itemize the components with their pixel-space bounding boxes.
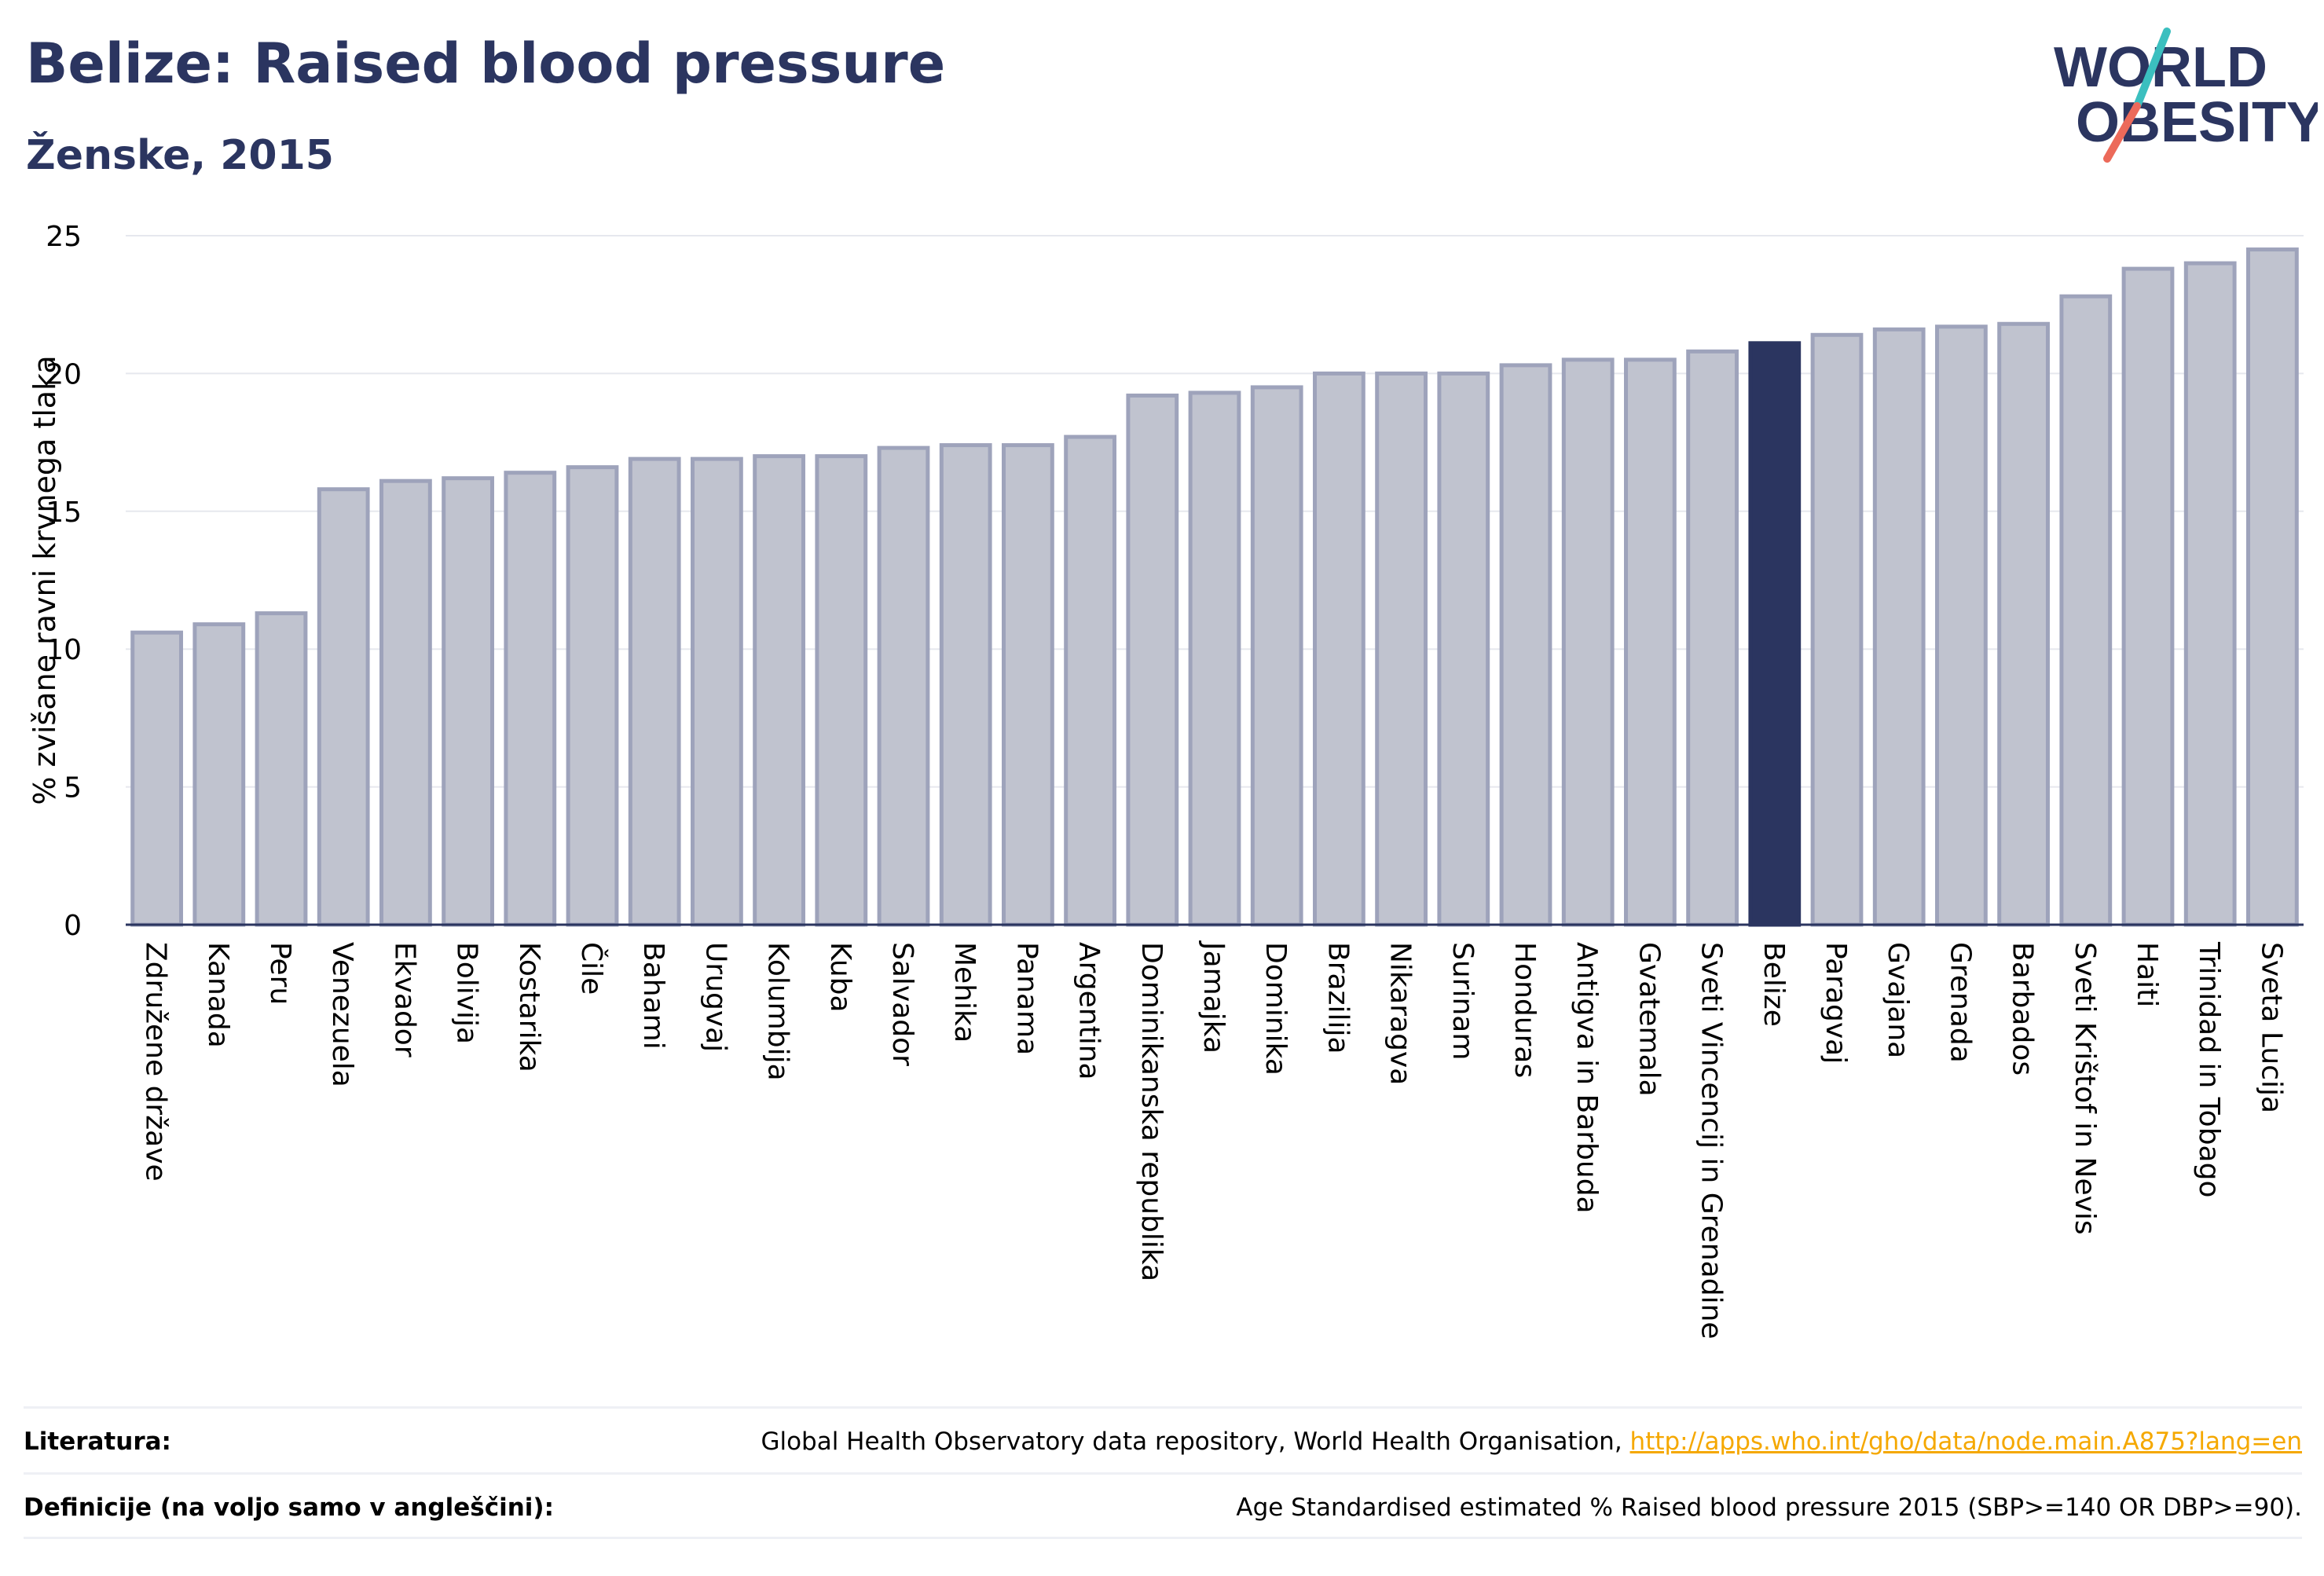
bar bbox=[1375, 371, 1428, 927]
bar bbox=[1126, 393, 1179, 927]
x-tick-label: Brazilija bbox=[1321, 942, 1354, 1054]
bar bbox=[877, 445, 930, 927]
footer-sources-link[interactable]: http://apps.who.int/gho/data/node.main.A… bbox=[1629, 1428, 2302, 1456]
footer-sources-label: Literatura: bbox=[24, 1428, 171, 1456]
footer-definitions-label: Definicije (na voljo samo v angleščini): bbox=[24, 1494, 554, 1522]
footer-definitions-text: Age Standardised estimated % Raised bloo… bbox=[1236, 1494, 2302, 1522]
bar bbox=[255, 611, 308, 927]
x-tick-label: Trinidad in Tobago bbox=[2193, 941, 2225, 1197]
x-tick-label: Antigva in Barbuda bbox=[1571, 942, 1603, 1214]
bar bbox=[1437, 371, 1490, 927]
bar bbox=[2246, 247, 2299, 927]
chart-title: Belize: Raised blood pressure bbox=[26, 31, 946, 96]
bar bbox=[1997, 321, 2050, 927]
bar bbox=[379, 478, 432, 927]
y-tick-label: 0 bbox=[64, 910, 82, 942]
y-tick-label: 15 bbox=[46, 497, 82, 529]
bar bbox=[1872, 327, 1926, 927]
bar bbox=[1002, 443, 1054, 927]
footer-sources-row: Literatura: Global Health Observatory da… bbox=[24, 1411, 2302, 1472]
x-tick-label: Kanada bbox=[202, 942, 234, 1048]
x-tick-label: Dominika bbox=[1259, 942, 1292, 1076]
bar bbox=[1250, 385, 1303, 927]
x-tick-label: Jamajka bbox=[1197, 940, 1230, 1054]
y-tick-label: 5 bbox=[64, 772, 82, 804]
x-tick-label: Gvatemala bbox=[1633, 942, 1665, 1097]
x-tick-label: Združene države bbox=[140, 942, 172, 1182]
x-tick-label: Argentina bbox=[1073, 942, 1105, 1080]
bar bbox=[939, 443, 992, 927]
x-tick-label: Bahami bbox=[637, 942, 669, 1050]
bars bbox=[130, 247, 2299, 927]
x-tick-label: Surinam bbox=[1446, 942, 1479, 1060]
bar bbox=[1686, 349, 1739, 927]
x-tick-label: Gvajana bbox=[1882, 942, 1914, 1058]
x-tick-label: Haiti bbox=[2131, 942, 2163, 1007]
y-tick-label: 25 bbox=[46, 221, 82, 253]
x-tick-label: Peru bbox=[264, 942, 296, 1005]
bar-highlight bbox=[1748, 341, 1802, 927]
bar bbox=[1561, 357, 1615, 927]
bar bbox=[442, 476, 494, 927]
x-tick-label: Kuba bbox=[824, 942, 856, 1013]
bar bbox=[628, 456, 681, 927]
y-tick-label: 20 bbox=[46, 358, 82, 390]
bar bbox=[2183, 261, 2237, 927]
x-tick-label: Paragvaj bbox=[1820, 942, 1852, 1064]
x-tick-label: Ekvador bbox=[388, 942, 420, 1057]
bar bbox=[691, 456, 743, 927]
x-tick-label: Belize bbox=[1758, 942, 1790, 1027]
footer-divider-middle bbox=[24, 1472, 2302, 1475]
x-tick-label: Urugvaj bbox=[699, 942, 731, 1052]
y-axis-title: % zvišane ravni krvnega tlaka bbox=[27, 355, 62, 804]
footer-divider-top bbox=[24, 1406, 2302, 1409]
footer-sources-value: Global Health Observatory data repositor… bbox=[761, 1428, 2302, 1456]
x-tick-label: Honduras bbox=[1508, 942, 1541, 1078]
bar bbox=[753, 454, 805, 927]
bar bbox=[130, 630, 183, 927]
bar-chart: 0 5 10 15 20 25 Združene države Kanada Peru Vene… bbox=[27, 221, 2304, 1340]
x-tick-label: Mehika bbox=[948, 942, 981, 1043]
footer-divider-bottom bbox=[24, 1537, 2302, 1539]
x-tick-label: Kostarika bbox=[513, 942, 545, 1072]
bar bbox=[1935, 324, 1988, 927]
x-tick-label: Salvador bbox=[886, 942, 918, 1066]
x-axis-tick-labels: Združene države Kanada Peru Venezuela Ekvado… bbox=[140, 940, 2288, 1340]
x-tick-label: Sveti Vincencij in Grenadine bbox=[1695, 942, 1728, 1340]
bar bbox=[1313, 371, 1365, 927]
x-tick-label: Nikaragva bbox=[1384, 942, 1417, 1085]
world-obesity-logo: WORLD OBESITY bbox=[2054, 27, 2318, 163]
bar bbox=[2059, 294, 2113, 927]
x-tick-label: Barbados bbox=[2007, 942, 2039, 1076]
x-tick-label: Sveti Krištof in Nevis bbox=[2069, 942, 2101, 1235]
x-tick-label: Bolivija bbox=[451, 942, 483, 1044]
x-tick-label: Grenada bbox=[1944, 942, 1976, 1063]
bar bbox=[317, 487, 370, 927]
footer-definitions-row: Definicije (na voljo samo v angleščini):… bbox=[24, 1477, 2302, 1538]
logo-slash-coral bbox=[2103, 102, 2141, 163]
logo-slash-teal bbox=[2133, 27, 2171, 110]
chart-subtitle: Ženske, 2015 bbox=[26, 132, 334, 179]
bar bbox=[1810, 332, 1864, 927]
bar bbox=[2121, 266, 2175, 927]
x-tick-label: Venezuela bbox=[326, 942, 358, 1087]
x-tick-label: Sveta Lucija bbox=[2255, 942, 2287, 1113]
bar bbox=[1064, 434, 1116, 927]
x-tick-label: Dominikanska republika bbox=[1135, 942, 1167, 1281]
x-tick-label: Čile bbox=[575, 942, 608, 995]
footer-sources-text: Global Health Observatory data repositor… bbox=[761, 1428, 1630, 1456]
y-axis-tick-labels: 0 5 10 15 20 25 bbox=[46, 221, 82, 942]
bar bbox=[1624, 357, 1677, 927]
x-tick-label: Panama bbox=[1010, 942, 1043, 1055]
bar bbox=[192, 622, 246, 927]
bar bbox=[815, 454, 868, 927]
bar bbox=[1499, 363, 1552, 927]
bar bbox=[504, 471, 557, 927]
x-tick-label: Kolumbija bbox=[762, 942, 794, 1081]
bar bbox=[1188, 390, 1241, 927]
y-tick-label: 10 bbox=[46, 634, 82, 666]
bar bbox=[566, 465, 619, 927]
